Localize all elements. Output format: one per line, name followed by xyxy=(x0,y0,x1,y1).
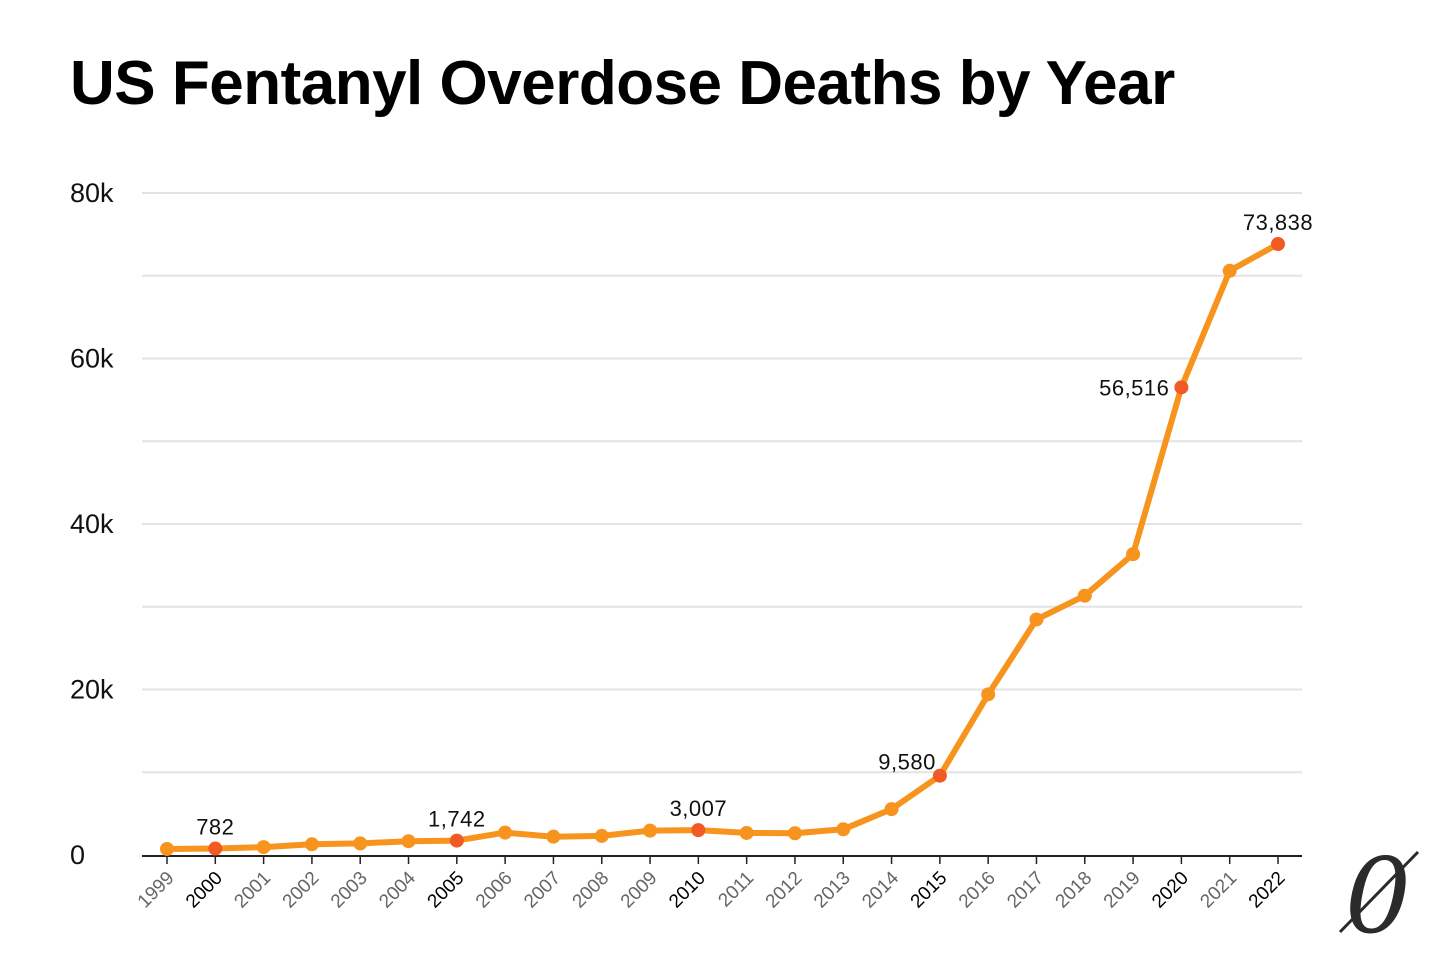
x-tick-label: 2005 xyxy=(424,868,469,913)
x-tick-label: 2019 xyxy=(1100,868,1145,913)
highlight-point xyxy=(1271,236,1285,251)
data-point xyxy=(160,841,174,856)
x-tick-label: 2012 xyxy=(762,868,807,913)
publisher-logo: 0 xyxy=(1338,835,1420,957)
gridlines xyxy=(142,192,1302,774)
data-point xyxy=(1077,588,1092,603)
y-tick-label: 0 xyxy=(70,840,85,870)
data-point xyxy=(498,825,513,840)
logo-slash xyxy=(1338,850,1420,934)
highlight-point xyxy=(449,833,464,848)
series-line xyxy=(164,241,1281,852)
x-tick-label: 2017 xyxy=(1003,868,1048,913)
x-tick-label: 2022 xyxy=(1245,868,1290,913)
highlight-point xyxy=(208,841,223,856)
data-point xyxy=(1126,547,1141,562)
data-point xyxy=(739,825,754,840)
x-tick-label: 2009 xyxy=(617,868,662,913)
x-tick-label: 2011 xyxy=(714,868,758,912)
x-tick-label: 2004 xyxy=(375,867,420,912)
data-label: 1,742 xyxy=(428,807,486,832)
data-series xyxy=(160,236,1285,856)
data-point xyxy=(1029,612,1044,627)
data-label: 56,516 xyxy=(1099,375,1169,400)
data-point xyxy=(353,836,368,851)
x-tick-label: 2007 xyxy=(520,868,565,913)
data-point xyxy=(304,837,319,852)
y-tick-label: 60k xyxy=(70,344,114,374)
data-label: 3,007 xyxy=(670,796,728,821)
logo-glyph: 0 xyxy=(1345,835,1411,957)
data-point xyxy=(256,840,271,855)
data-label: 9,580 xyxy=(878,750,936,775)
x-tick-label: 2008 xyxy=(569,868,614,913)
chart-title: US Fentanyl Overdose Deaths by Year xyxy=(70,49,1175,118)
x-tick-label: 2016 xyxy=(955,868,1000,913)
highlight-point xyxy=(691,823,706,838)
highlight-point xyxy=(932,768,947,783)
x-tick-label: 2000 xyxy=(182,868,227,913)
data-label: 782 xyxy=(196,815,234,840)
data-label: 73,838 xyxy=(1243,210,1313,235)
data-point xyxy=(836,822,851,837)
x-tick-label: 2015 xyxy=(907,868,952,913)
data-point xyxy=(981,687,996,702)
data-point xyxy=(787,826,802,841)
highlight-point xyxy=(1174,380,1189,395)
x-tick-label: 2014 xyxy=(858,867,903,912)
y-tick-label: 80k xyxy=(70,178,114,208)
data-point xyxy=(401,834,416,849)
data-point xyxy=(884,802,899,817)
x-tick-label: 2003 xyxy=(327,868,372,913)
x-tick-label: 2021 xyxy=(1196,868,1241,913)
data-labels: 782 1,742 3,007 9,580 56,516 73,838 xyxy=(196,210,1313,840)
x-tick-label: 2010 xyxy=(665,868,710,913)
x-tick-label: 2006 xyxy=(472,868,517,913)
x-tick-label: 2020 xyxy=(1148,868,1193,913)
x-tick-label: 2002 xyxy=(279,868,324,913)
x-tick-label: 2018 xyxy=(1052,868,1097,913)
data-point xyxy=(594,828,609,843)
y-tick-label: 40k xyxy=(70,509,114,539)
x-tick-label: 2001 xyxy=(230,868,275,913)
x-tick-label: 2013 xyxy=(810,868,855,913)
data-point xyxy=(643,823,658,838)
y-tick-label: 20k xyxy=(70,675,114,705)
data-point xyxy=(546,829,561,844)
x-tick-label: 1999 xyxy=(134,868,179,913)
data-point xyxy=(1222,263,1237,278)
